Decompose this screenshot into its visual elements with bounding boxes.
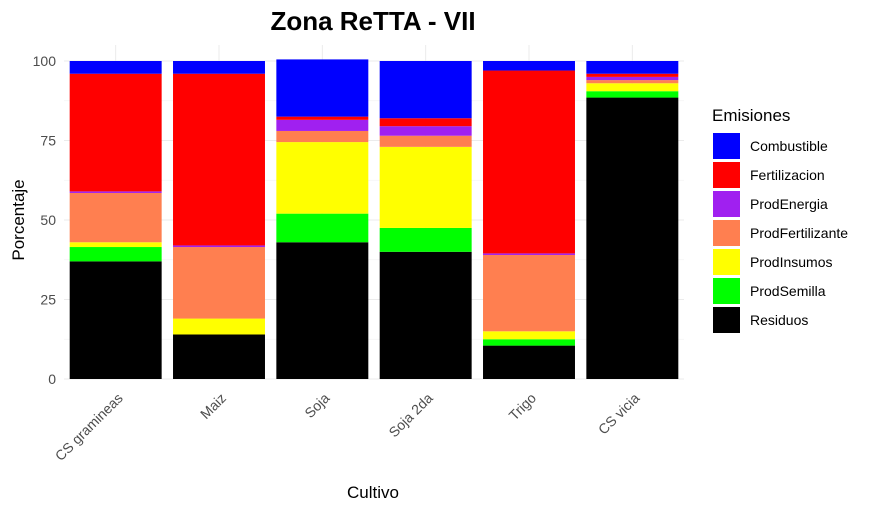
bar-segment-prodenergia bbox=[483, 253, 575, 255]
bar-segment-combustible bbox=[483, 61, 575, 71]
bar-segment-prodenergia bbox=[173, 245, 265, 248]
bar-segment-residuos bbox=[276, 242, 369, 379]
legend-swatch-prodsemilla bbox=[713, 278, 740, 304]
bar-segment-combustible bbox=[69, 61, 162, 74]
bar-segment-residuos bbox=[586, 97, 679, 379]
bar-segment-fertilizacion bbox=[173, 73, 265, 246]
bar-segment-fertilizacion bbox=[276, 116, 369, 120]
bar-segment-prodsemilla bbox=[483, 339, 575, 346]
legend-label-residuos: Residuos bbox=[750, 312, 808, 328]
legend-label-fertilizacion: Fertilizacion bbox=[750, 167, 825, 183]
x-tick-label: CS gramineas bbox=[52, 390, 126, 464]
x-tick-label: Soja 2da bbox=[385, 390, 436, 441]
bar-segment-prodsemilla bbox=[276, 213, 369, 243]
bar-segment-prodinsumos bbox=[586, 83, 679, 92]
bar-segment-prodinsumos bbox=[69, 242, 162, 248]
bar-segment-prodinsumos bbox=[379, 146, 472, 228]
x-axis-title: Cultivo bbox=[347, 483, 399, 502]
bar-segment-fertilizacion bbox=[586, 73, 679, 77]
bar-segment-prodfertilizante bbox=[69, 192, 162, 243]
bar-segment-prodenergia bbox=[586, 76, 679, 81]
bar-segment-prodenergia bbox=[69, 191, 162, 193]
bars bbox=[69, 59, 679, 379]
x-axis-ticks: CS gramineas Maiz Soja Soja 2da Trigo CS vici… bbox=[52, 390, 643, 464]
legend-label-prodenergia: ProdEnergia bbox=[750, 196, 828, 212]
bar-segment-residuos bbox=[483, 345, 575, 379]
legend-swatch-prodinsumos bbox=[713, 249, 740, 275]
legend-label-prodsemilla: ProdSemilla bbox=[750, 283, 826, 299]
legend-swatch-residuos bbox=[713, 307, 740, 333]
legend: Emisiones Combustible Fertilizacion ProdEn… bbox=[712, 106, 848, 333]
legend-swatch-fertilizacion bbox=[713, 162, 740, 188]
bar-segment-combustible bbox=[586, 61, 679, 74]
y-tick-label: 25 bbox=[40, 292, 56, 308]
bar-segment-fertilizacion bbox=[69, 73, 162, 192]
bar-segment-prodfertilizante bbox=[586, 80, 679, 84]
x-tick-label: Trigo bbox=[506, 390, 540, 424]
legend-label-prodinsumos: ProdInsumos bbox=[750, 254, 832, 270]
bar-segment-combustible bbox=[276, 59, 369, 117]
y-tick-label: 100 bbox=[33, 53, 57, 69]
bar-segment-fertilizacion bbox=[379, 118, 472, 127]
bar-segment-prodfertilizante bbox=[379, 135, 472, 147]
y-tick-label: 50 bbox=[40, 212, 56, 228]
bar-segment-prodsemilla bbox=[69, 247, 162, 262]
bar-segment-combustible bbox=[173, 61, 265, 74]
y-tick-label: 0 bbox=[48, 371, 56, 387]
bar-segment-prodinsumos bbox=[173, 318, 265, 335]
bar-segment-prodinsumos bbox=[276, 142, 369, 214]
chart-title: Zona ReTTA - VII bbox=[270, 6, 475, 36]
bar-segment-combustible bbox=[379, 61, 472, 119]
bar-segment-residuos bbox=[379, 251, 472, 379]
legend-swatch-combustible bbox=[713, 133, 740, 159]
bar-segment-prodsemilla bbox=[586, 91, 679, 98]
bar-segment-prodenergia bbox=[276, 119, 369, 131]
bar-segment-residuos bbox=[69, 261, 162, 379]
bar-segment-residuos bbox=[173, 334, 265, 379]
legend-swatch-prodenergia bbox=[713, 191, 740, 217]
y-axis-title: Porcentaje bbox=[9, 179, 28, 260]
bar-segment-prodinsumos bbox=[483, 331, 575, 340]
bar-segment-prodfertilizante bbox=[276, 130, 369, 143]
x-tick-label: Maiz bbox=[197, 390, 229, 422]
bar-segment-prodenergia bbox=[379, 126, 472, 136]
x-tick-label: CS vicia bbox=[595, 390, 643, 438]
x-tick-label: Soja bbox=[301, 390, 332, 421]
legend-label-combustible: Combustible bbox=[750, 138, 828, 154]
legend-title: Emisiones bbox=[712, 106, 790, 125]
bar-segment-prodfertilizante bbox=[173, 247, 265, 319]
legend-label-prodfertilizante: ProdFertilizante bbox=[750, 225, 848, 241]
bar-segment-prodsemilla bbox=[379, 227, 472, 252]
legend-swatch-prodfertilizante bbox=[713, 220, 740, 246]
y-axis-ticks: 0 25 50 75 100 bbox=[33, 53, 57, 387]
y-tick-label: 75 bbox=[40, 133, 56, 149]
bar-segment-fertilizacion bbox=[483, 70, 575, 254]
bar-segment-prodfertilizante bbox=[483, 254, 575, 332]
